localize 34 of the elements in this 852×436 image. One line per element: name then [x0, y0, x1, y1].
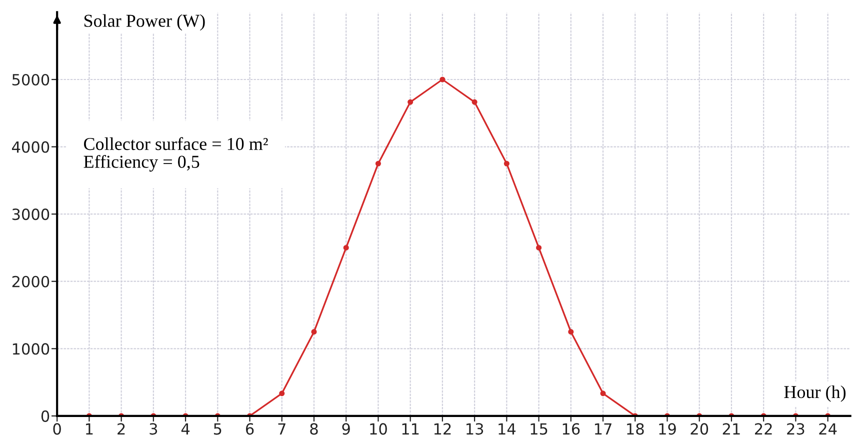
- x-tick-label: 11: [402, 423, 419, 434]
- x-tick-label: 21: [722, 423, 740, 434]
- y-axis-title: Solar Power (W): [84, 14, 205, 31]
- x-tick-label: 20: [690, 423, 708, 435]
- x-tick-label: 4: [181, 423, 190, 434]
- x-tick-label: 22: [754, 423, 772, 434]
- x-tick-label: 14: [498, 423, 516, 434]
- x-tick-label: 16: [562, 423, 580, 435]
- x-tick-label: 24: [819, 423, 837, 434]
- x-tick-label: 8: [310, 423, 318, 435]
- x-axis-title: Hour (h): [784, 385, 846, 402]
- x-tick-label: 19: [659, 423, 676, 435]
- x-tick-label: 2: [118, 423, 125, 434]
- x-tick-label: 9: [342, 423, 350, 435]
- y-tick-label: 2000: [12, 276, 50, 288]
- y-tick-label: 0: [41, 410, 50, 422]
- x-tick-label: 17: [594, 423, 612, 434]
- x-tick-label: 13: [466, 423, 484, 435]
- annotation: Collector surface = 10 m² Efficiency = 0,5: [84, 137, 268, 172]
- y-tick-label: 3000: [12, 208, 50, 220]
- x-tick-label: 15: [530, 423, 548, 435]
- x-tick-label: 0: [53, 423, 61, 435]
- y-tick-label: 1000: [12, 343, 50, 355]
- x-tick-label: 1: [86, 423, 93, 434]
- x-tick-label: 6: [246, 423, 254, 435]
- x-tick-label: 7: [278, 423, 286, 434]
- x-tick-label: 3: [150, 423, 158, 435]
- y-tick-label: 5000: [12, 74, 50, 86]
- x-tick-label: 18: [627, 423, 644, 435]
- x-tick-label: 10: [370, 423, 387, 435]
- y-tick-label: 4000: [12, 141, 50, 153]
- x-tick-label: 12: [434, 423, 451, 434]
- x-tick-label: 23: [787, 423, 804, 435]
- x-tick-label: 5: [214, 423, 222, 435]
